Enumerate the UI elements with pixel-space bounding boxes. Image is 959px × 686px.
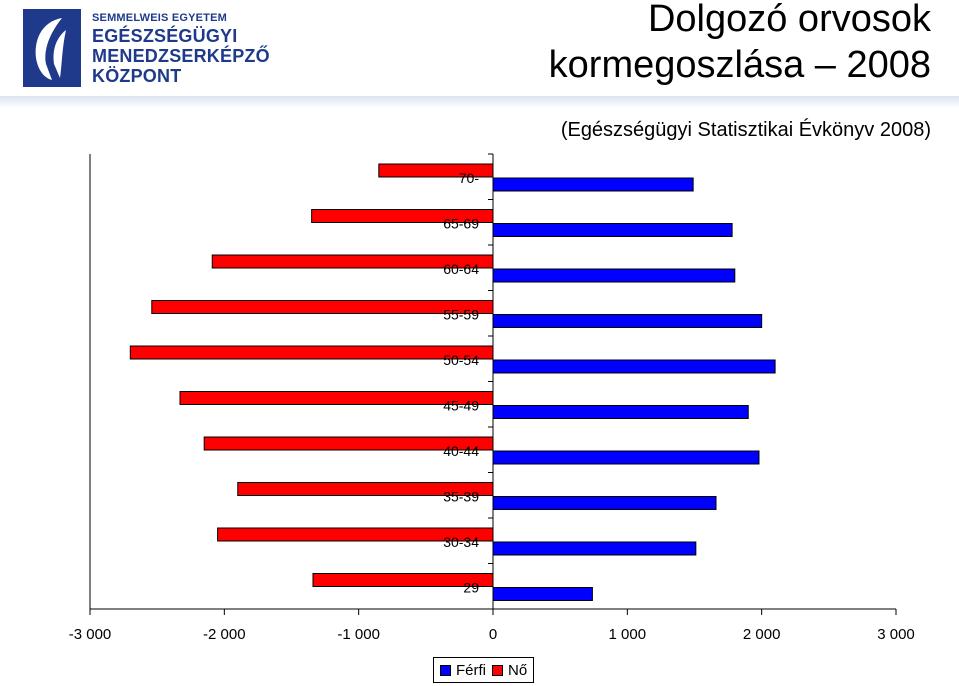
bar-no bbox=[378, 163, 494, 178]
legend-swatch-ferfi bbox=[440, 664, 451, 676]
chart-legend: Férfi Nő bbox=[433, 657, 535, 683]
bar-no bbox=[151, 300, 494, 314]
bar-no bbox=[211, 254, 494, 269]
bar-ferfi bbox=[492, 587, 593, 601]
bar-no bbox=[203, 436, 494, 451]
bar-ferfi bbox=[492, 268, 736, 283]
bar-ferfi bbox=[492, 223, 733, 237]
legend-swatch-no bbox=[492, 664, 503, 676]
category-label: 55-59 bbox=[443, 307, 479, 323]
x-tick-label: -3 000 bbox=[69, 626, 112, 643]
logo-text-line3: MENEDZSERKÉPZŐ bbox=[92, 46, 270, 66]
legend-item-ferfi: Férfi bbox=[440, 662, 486, 679]
bar-ferfi bbox=[492, 405, 749, 419]
bar-no bbox=[217, 527, 494, 542]
logo-text-line1: SEMMELWEIS EGYETEM bbox=[92, 12, 228, 24]
chart-subtitle: (Egészségügyi Statisztikai Évkönyv 2008) bbox=[560, 119, 931, 141]
page-title: Dolgozó orvosok kormegoszlása – 2008 bbox=[549, 0, 931, 88]
category-label: 29 bbox=[463, 580, 479, 596]
legend-label-no: Nő bbox=[508, 661, 528, 679]
bar-ferfi bbox=[492, 177, 694, 192]
bar-no bbox=[179, 391, 494, 405]
bar-ferfi bbox=[492, 541, 697, 556]
category-label: 40-44 bbox=[443, 443, 479, 459]
header-divider bbox=[0, 96, 959, 108]
x-tick-label: 2 000 bbox=[743, 626, 781, 643]
bar-ferfi bbox=[492, 359, 776, 374]
logo-text-line4: KÖZPONT bbox=[92, 66, 182, 86]
x-tick-label: 1 000 bbox=[609, 626, 647, 643]
category-label: 65-69 bbox=[443, 216, 479, 232]
x-tick-label: -1 000 bbox=[337, 626, 380, 643]
x-tick-label: 3 000 bbox=[877, 626, 915, 643]
title-line2: kormegoszlása – 2008 bbox=[548, 44, 931, 86]
x-tick-label: -2 000 bbox=[203, 626, 246, 643]
category-label: 70- bbox=[459, 170, 480, 186]
category-label: 30-34 bbox=[443, 534, 479, 550]
bar-no bbox=[312, 573, 494, 587]
bar-ferfi bbox=[492, 314, 763, 328]
bar-no bbox=[129, 345, 494, 360]
category-label: 45-49 bbox=[443, 398, 479, 414]
bar-no bbox=[311, 209, 494, 223]
legend-label-ferfi: Férfi bbox=[456, 661, 486, 679]
category-label: 35-39 bbox=[443, 489, 479, 505]
title-line1: Dolgozó orvosok bbox=[647, 0, 931, 40]
bar-ferfi bbox=[492, 450, 760, 465]
category-label: 60-64 bbox=[443, 261, 479, 277]
bar-ferfi bbox=[492, 496, 717, 510]
bar-no bbox=[237, 482, 494, 496]
category-label: 50-54 bbox=[443, 352, 479, 368]
university-logo-icon bbox=[23, 9, 81, 87]
logo: SEMMELWEIS EGYETEM EGÉSZSÉGÜGYI MENEDZSE… bbox=[22, 8, 270, 88]
legend-item-no: Nő bbox=[492, 662, 527, 679]
x-tick-label: 0 bbox=[489, 626, 497, 643]
logo-text-line2: EGÉSZSÉGÜGYI bbox=[92, 26, 238, 46]
